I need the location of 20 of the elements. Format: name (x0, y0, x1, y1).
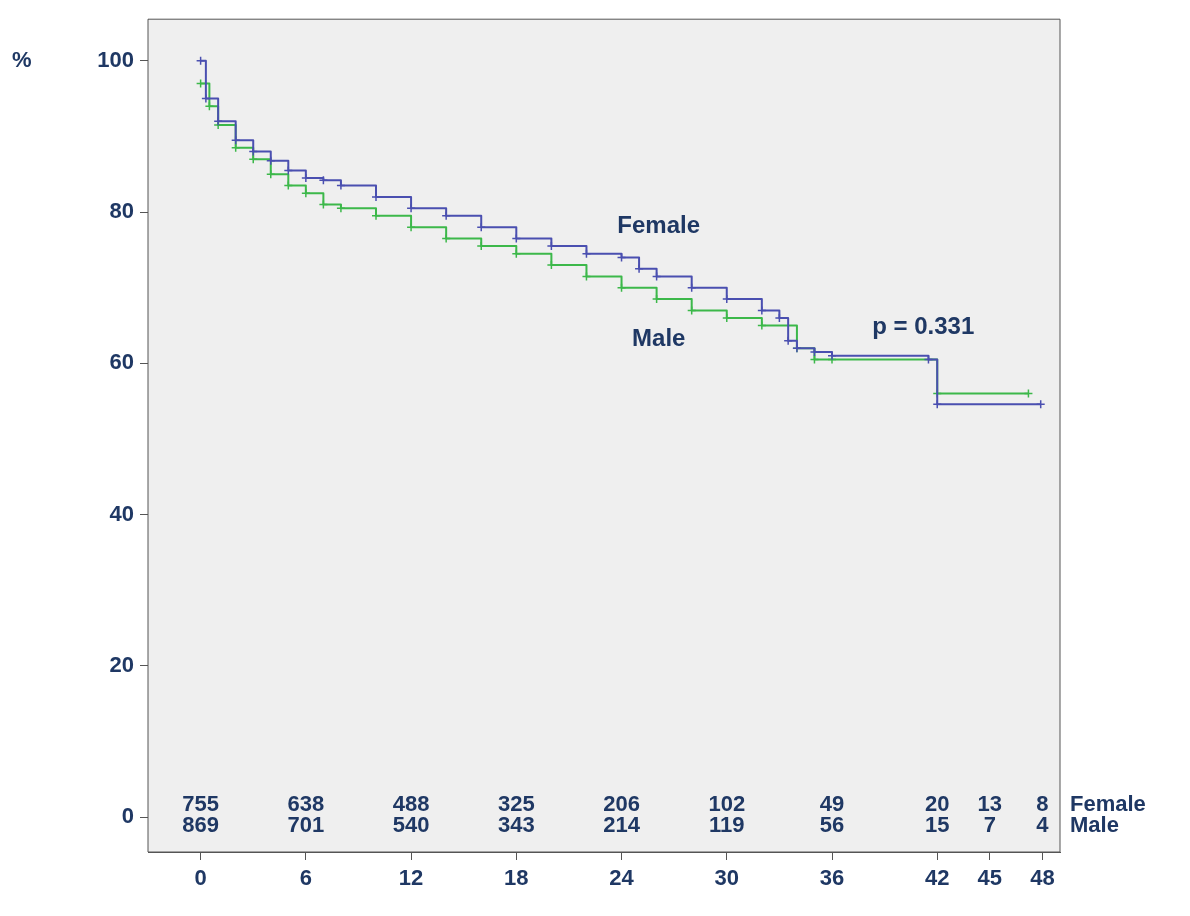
y-tick-label: 20 (109, 651, 134, 677)
x-tick-label: 42 (924, 865, 950, 891)
y-tick-label: 0 (121, 803, 134, 829)
series-label: Female (617, 211, 701, 238)
annotation: p = 0.331 (872, 311, 975, 339)
x-tick-label: 36 (819, 865, 845, 891)
y-tick-label: 40 (109, 500, 134, 526)
y-tick-label: 80 (109, 198, 134, 224)
y-tick-label: 100 (97, 46, 134, 72)
x-tick-label: 30 (714, 865, 740, 891)
x-tick-label: 24 (609, 865, 635, 891)
x-tick-label: 18 (504, 865, 529, 891)
y-axis-title: % (12, 46, 32, 72)
x-tick-label: 45 (977, 865, 1003, 891)
x-tick-label: 48 (1030, 865, 1055, 891)
x-tick-label: 12 (398, 865, 424, 891)
series-label: Male (632, 323, 686, 351)
y-tick-label: 60 (109, 349, 134, 375)
x-tick-label: 6 (299, 865, 312, 891)
x-tick-label: 0 (194, 865, 207, 891)
